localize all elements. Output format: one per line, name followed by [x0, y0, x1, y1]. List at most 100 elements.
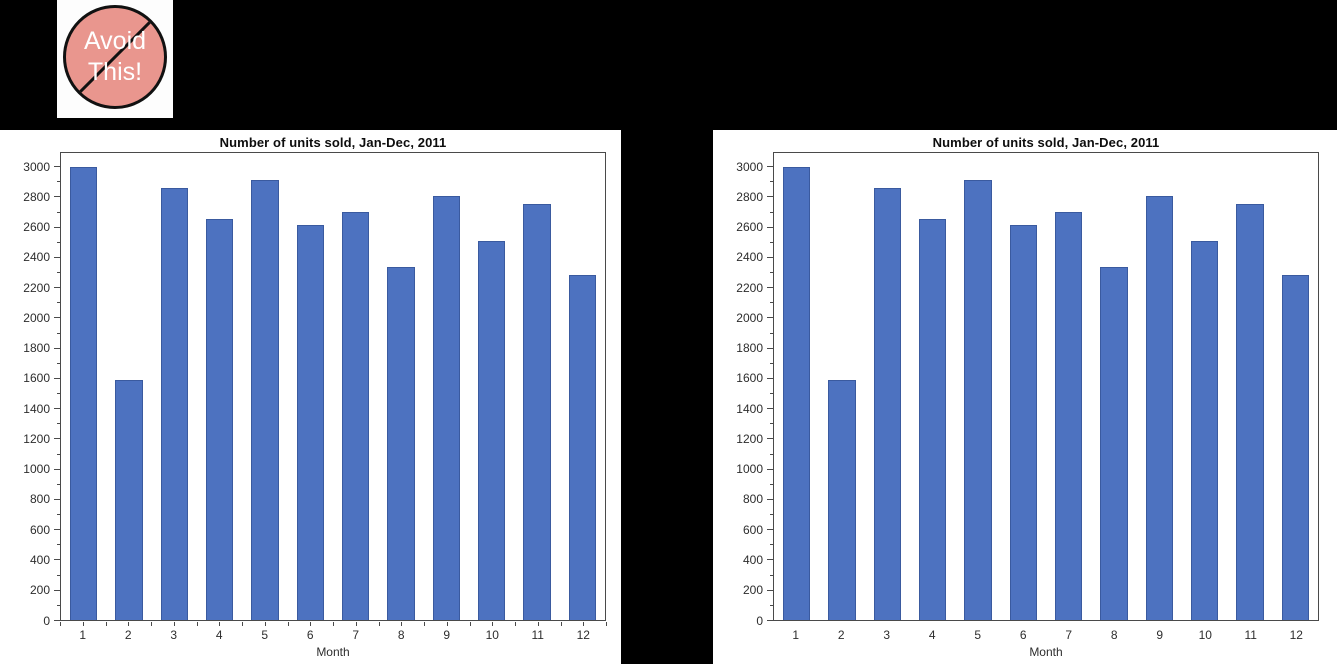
bar-month-6: [1009, 224, 1037, 620]
chart-panel-right: Number of units sold, Jan-Dec, 2011 0 200…: [713, 130, 1337, 664]
y-tick-label: 200: [29, 583, 50, 598]
y-major-tick: [767, 287, 773, 289]
x-tick-label: 6: [1019, 628, 1027, 642]
y-major-tick: [54, 589, 60, 591]
x-tick-label: 8: [1110, 628, 1118, 642]
x-tick-label: 3: [170, 628, 178, 642]
bar-month-10: [478, 241, 506, 620]
x-major-tick: [355, 622, 357, 626]
y-tick-label: 1000: [736, 462, 763, 477]
y-minor-tick: [57, 211, 60, 213]
x-major-tick: [492, 622, 494, 626]
y-minor-tick: [770, 423, 773, 425]
y-major-tick: [767, 589, 773, 591]
y-minor-tick: [57, 181, 60, 183]
x-axis: 1 2 3 4 5 6 7 8 9 10 11 12 Month: [773, 622, 1319, 659]
chart-panel-left: Number of units sold, Jan-Dec, 2011 0 200…: [0, 130, 621, 664]
y-minor-tick: [770, 241, 773, 243]
x-axis-title: Month: [1029, 645, 1063, 659]
bars-container: [774, 153, 1318, 620]
chart-title: Number of units sold, Jan-Dec, 2011: [219, 135, 447, 150]
y-minor-tick: [57, 453, 60, 455]
bar-month-9: [432, 195, 460, 620]
avoid-this-badge: Avoid This!: [57, 0, 173, 118]
x-tick-label: 7: [1065, 628, 1073, 642]
y-minor-tick: [57, 272, 60, 274]
y-minor-tick: [57, 423, 60, 425]
bar-month-12: [568, 275, 596, 620]
x-boundary-tick: [151, 622, 152, 626]
y-tick-label: 3000: [23, 159, 50, 174]
bar-slot: [197, 219, 242, 620]
bar-slot: [424, 195, 469, 620]
x-boundary-tick: [424, 622, 425, 626]
bar-month-1: [70, 167, 98, 620]
plot-area: [60, 152, 606, 621]
y-tick-label: 800: [742, 492, 763, 507]
x-tick-label: 5: [974, 628, 982, 642]
y-major-tick: [54, 559, 60, 561]
y-major-tick: [54, 468, 60, 470]
bar-month-2: [115, 380, 143, 620]
bar-slot: [288, 224, 333, 620]
x-tick-label: 5: [261, 628, 269, 642]
y-tick-label: 2800: [736, 189, 763, 204]
y-minor-tick: [57, 604, 60, 606]
y-tick-label: 1800: [23, 341, 50, 356]
x-boundary-tick: [378, 622, 380, 626]
y-minor-tick: [770, 302, 773, 304]
y-major-tick: [54, 196, 60, 198]
bar-month-5: [251, 180, 279, 620]
x-tick-label: 2: [124, 628, 132, 642]
bar-slot: [242, 180, 287, 620]
bar-month-4: [919, 219, 947, 620]
bar-month-3: [160, 187, 188, 620]
bar-month-8: [1100, 266, 1128, 620]
y-major-tick: [54, 408, 60, 410]
x-major-tick: [537, 622, 539, 626]
y-major-tick: [54, 347, 60, 349]
y-tick-label: 1600: [736, 371, 763, 386]
bar-month-1: [783, 167, 811, 620]
bar-slot: [955, 180, 1000, 620]
y-major-tick: [54, 317, 60, 319]
y-minor-tick: [770, 211, 773, 213]
bar-month-5: [964, 180, 992, 620]
x-tick-label: 10: [1198, 628, 1212, 642]
x-major-tick: [128, 622, 130, 626]
bar-slot: [61, 167, 106, 620]
x-tick-label: 8: [397, 628, 405, 642]
y-axis: 0 200 400 600 800 1000 1200 1400 1600 1800 2000 220…: [713, 152, 773, 628]
x-tick-label: 9: [1156, 628, 1164, 642]
y-major-tick: [54, 226, 60, 228]
bar-slot: [106, 380, 151, 620]
y-major-tick: [767, 256, 773, 258]
x-boundary-tick: [196, 622, 198, 626]
x-major-tick: [310, 622, 312, 626]
y-tick-label: 2400: [23, 250, 50, 265]
x-major-tick: [173, 622, 175, 626]
x-labels-row: 1 2 3 4 5 6 7 8 9 10 11 12: [60, 622, 606, 642]
x-ticks-layer: [60, 622, 607, 627]
no-symbol-circle: Avoid This!: [63, 5, 167, 109]
bar-slot: [1227, 204, 1272, 620]
x-axis-title: Month: [316, 645, 350, 659]
bar-slot: [819, 380, 864, 620]
y-major-tick: [767, 438, 773, 440]
bar-slot: [774, 167, 819, 620]
y-major-tick: [767, 196, 773, 198]
y-major-tick: [54, 166, 60, 168]
x-tick-label: 2: [837, 628, 845, 642]
y-tick-label: 2400: [736, 250, 763, 265]
y-tick-label: 1200: [736, 431, 763, 446]
bar-month-4: [206, 219, 234, 620]
y-tick-label: 2600: [736, 220, 763, 235]
x-tick-label: 4: [215, 628, 223, 642]
x-boundary-tick: [560, 622, 562, 626]
y-major-tick: [767, 620, 773, 621]
y-minor-tick: [57, 241, 60, 243]
bar-month-6: [296, 224, 324, 620]
y-minor-tick: [770, 272, 773, 274]
y-major-tick: [767, 559, 773, 561]
bar-slot: [378, 266, 423, 620]
